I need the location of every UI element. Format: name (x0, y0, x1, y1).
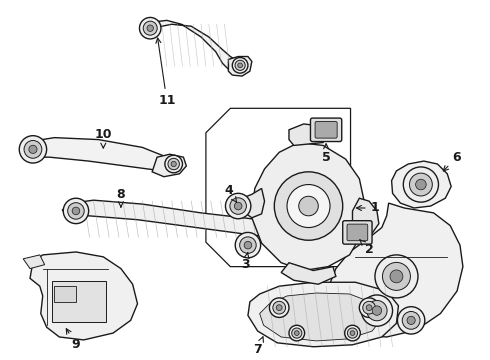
Bar (54, 286, 76, 302)
Polygon shape (141, 21, 240, 71)
Circle shape (294, 331, 299, 336)
Circle shape (230, 198, 246, 214)
Circle shape (416, 179, 426, 190)
Polygon shape (392, 161, 451, 208)
Text: 11: 11 (156, 38, 175, 107)
Circle shape (367, 301, 387, 321)
Circle shape (383, 262, 411, 291)
Circle shape (235, 60, 245, 71)
Polygon shape (23, 255, 45, 269)
Circle shape (372, 306, 382, 315)
Circle shape (270, 298, 289, 318)
Circle shape (410, 173, 432, 196)
Polygon shape (281, 263, 336, 284)
Text: 10: 10 (95, 128, 112, 148)
Circle shape (143, 21, 157, 35)
Text: 9: 9 (66, 329, 80, 351)
Circle shape (344, 325, 360, 341)
Circle shape (140, 17, 161, 39)
Circle shape (171, 161, 176, 167)
Polygon shape (252, 143, 365, 270)
Polygon shape (242, 188, 265, 218)
Circle shape (366, 305, 372, 311)
Text: 5: 5 (322, 144, 330, 164)
Polygon shape (228, 57, 252, 76)
Polygon shape (352, 198, 379, 237)
Circle shape (274, 172, 343, 240)
Circle shape (403, 167, 439, 202)
Polygon shape (289, 124, 326, 145)
Text: 3: 3 (241, 253, 249, 271)
Polygon shape (30, 252, 138, 340)
Circle shape (63, 198, 89, 224)
Circle shape (273, 301, 286, 314)
Circle shape (29, 145, 37, 153)
Circle shape (238, 63, 243, 68)
Circle shape (244, 241, 252, 249)
Circle shape (276, 305, 282, 311)
Circle shape (375, 255, 418, 298)
Circle shape (165, 155, 182, 173)
Circle shape (347, 328, 358, 338)
Text: 1: 1 (357, 202, 379, 215)
Circle shape (289, 325, 305, 341)
Text: 2: 2 (360, 240, 373, 256)
FancyBboxPatch shape (347, 224, 368, 241)
FancyBboxPatch shape (343, 221, 372, 244)
Circle shape (240, 237, 256, 253)
Text: 7: 7 (253, 337, 264, 356)
Circle shape (168, 158, 179, 170)
Circle shape (299, 196, 318, 216)
Circle shape (19, 136, 47, 163)
Polygon shape (260, 293, 383, 341)
Circle shape (292, 328, 302, 338)
Circle shape (147, 25, 153, 31)
FancyBboxPatch shape (311, 118, 342, 141)
Circle shape (287, 185, 330, 228)
Circle shape (225, 193, 251, 219)
Circle shape (402, 311, 420, 329)
Circle shape (361, 295, 392, 326)
Circle shape (363, 301, 375, 314)
Circle shape (397, 307, 425, 334)
Circle shape (407, 316, 415, 324)
Polygon shape (248, 282, 398, 347)
Text: 6: 6 (443, 151, 462, 171)
Text: 4: 4 (224, 184, 237, 202)
Circle shape (390, 270, 403, 283)
Polygon shape (206, 108, 350, 267)
Polygon shape (152, 154, 186, 177)
Circle shape (232, 58, 248, 73)
Circle shape (350, 331, 355, 336)
Circle shape (24, 140, 42, 158)
Circle shape (235, 233, 261, 258)
Circle shape (68, 203, 84, 219)
Polygon shape (328, 203, 463, 337)
FancyBboxPatch shape (52, 281, 106, 322)
Circle shape (234, 202, 242, 210)
Polygon shape (23, 138, 172, 171)
Circle shape (359, 298, 379, 318)
Polygon shape (62, 200, 299, 239)
FancyBboxPatch shape (315, 122, 337, 138)
Text: 8: 8 (117, 188, 125, 207)
Circle shape (72, 207, 80, 215)
